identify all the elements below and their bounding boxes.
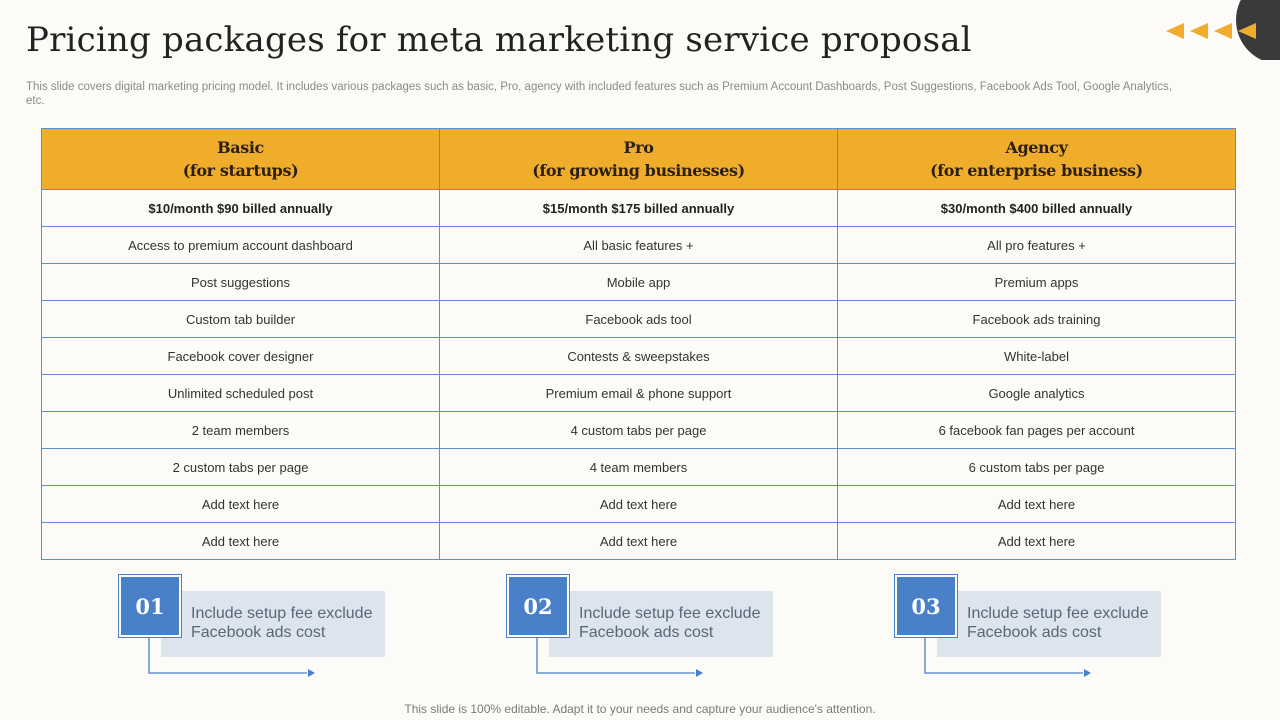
table-row: Access to premium account dashboard All …	[41, 226, 1236, 264]
feature-cell: Facebook cover designer	[41, 337, 440, 375]
note-number: 03	[895, 575, 957, 637]
feature-cell: Contests & sweepstakes	[439, 337, 838, 375]
page-title: Pricing packages for meta marketing serv…	[26, 20, 972, 60]
table-row: 2 team members 4 custom tabs per page 6 …	[41, 411, 1236, 449]
note-box: Include setup fee exclude Facebook ads c…	[937, 591, 1161, 657]
plan-header-pro: Pro (for growing businesses)	[439, 128, 838, 190]
feature-cell: 4 custom tabs per page	[439, 411, 838, 449]
connector-arrow	[148, 634, 315, 677]
table-row: 2 custom tabs per page 4 team members 6 …	[41, 448, 1236, 486]
feature-cell: Add text here	[837, 522, 1236, 560]
note-text: Include setup fee exclude Facebook ads c…	[191, 605, 373, 641]
feature-cell: Add text here	[41, 522, 440, 560]
feature-cell: Add text here	[439, 485, 838, 523]
triangle-left-arrows-icon	[1166, 0, 1280, 60]
table-row: Add text here Add text here Add text her…	[41, 522, 1236, 560]
feature-cell: 2 custom tabs per page	[41, 448, 440, 486]
feature-cell: Add text here	[837, 485, 1236, 523]
connector-arrow	[924, 634, 1091, 677]
note-card-2: Include setup fee exclude Facebook ads c…	[507, 574, 777, 684]
page-subtitle: This slide covers digital marketing pric…	[26, 81, 1172, 107]
table-row: Add text here Add text here Add text her…	[41, 485, 1236, 523]
plan-header-agency: Agency (for enterprise business)	[837, 128, 1236, 190]
table-row: Post suggestions Mobile app Premium apps	[41, 263, 1236, 301]
feature-cell: 4 team members	[439, 448, 838, 486]
connector-arrow	[536, 634, 703, 677]
feature-cell: Google analytics	[837, 374, 1236, 412]
table-row: Facebook cover designer Contests & sweep…	[41, 337, 1236, 375]
price-cell-basic: $10/month $90 billed annually	[41, 189, 440, 227]
feature-cell: Add text here	[41, 485, 440, 523]
note-box: Include setup fee exclude Facebook ads c…	[549, 591, 773, 657]
feature-cell: Premium apps	[837, 263, 1236, 301]
plan-audience: (for growing businesses)	[532, 161, 745, 180]
plan-header-basic: Basic (for startups)	[41, 128, 440, 190]
note-text: Include setup fee exclude Facebook ads c…	[579, 605, 761, 641]
note-card-1: Include setup fee exclude Facebook ads c…	[119, 574, 389, 684]
feature-cell: 6 facebook fan pages per account	[837, 411, 1236, 449]
note-number: 02	[507, 575, 569, 637]
note-card-3: Include setup fee exclude Facebook ads c…	[895, 574, 1165, 684]
note-box: Include setup fee exclude Facebook ads c…	[161, 591, 385, 657]
feature-cell: All pro features +	[837, 226, 1236, 264]
plan-audience: (for enterprise business)	[930, 161, 1143, 180]
price-cell-pro: $15/month $175 billed annually	[439, 189, 838, 227]
feature-cell: Premium email & phone support	[439, 374, 838, 412]
feature-cell: Access to premium account dashboard	[41, 226, 440, 264]
note-text: Include setup fee exclude Facebook ads c…	[967, 605, 1149, 641]
feature-cell: Facebook ads training	[837, 300, 1236, 338]
plan-name: Pro	[623, 138, 654, 157]
table-row: Custom tab builder Facebook ads tool Fac…	[41, 300, 1236, 338]
price-row: $10/month $90 billed annually $15/month …	[41, 189, 1236, 227]
plan-audience: (for startups)	[182, 161, 299, 180]
pricing-table: Basic (for startups) Pro (for growing bu…	[41, 128, 1236, 560]
feature-cell: Post suggestions	[41, 263, 440, 301]
plan-name: Basic	[217, 138, 264, 157]
table-row: Unlimited scheduled post Premium email &…	[41, 374, 1236, 412]
feature-cell: Unlimited scheduled post	[41, 374, 440, 412]
header-row: Basic (for startups) Pro (for growing bu…	[41, 128, 1236, 190]
feature-cell: White-label	[837, 337, 1236, 375]
feature-cell: Facebook ads tool	[439, 300, 838, 338]
plan-name: Agency	[1005, 138, 1068, 157]
feature-cell: Custom tab builder	[41, 300, 440, 338]
feature-cell: All basic features +	[439, 226, 838, 264]
footer-note: This slide is 100% editable. Adapt it to…	[404, 702, 876, 716]
note-number: 01	[119, 575, 181, 637]
feature-cell: Mobile app	[439, 263, 838, 301]
feature-cell: Add text here	[439, 522, 838, 560]
price-cell-agency: $30/month $400 billed annually	[837, 189, 1236, 227]
feature-cell: 2 team members	[41, 411, 440, 449]
feature-cell: 6 custom tabs per page	[837, 448, 1236, 486]
